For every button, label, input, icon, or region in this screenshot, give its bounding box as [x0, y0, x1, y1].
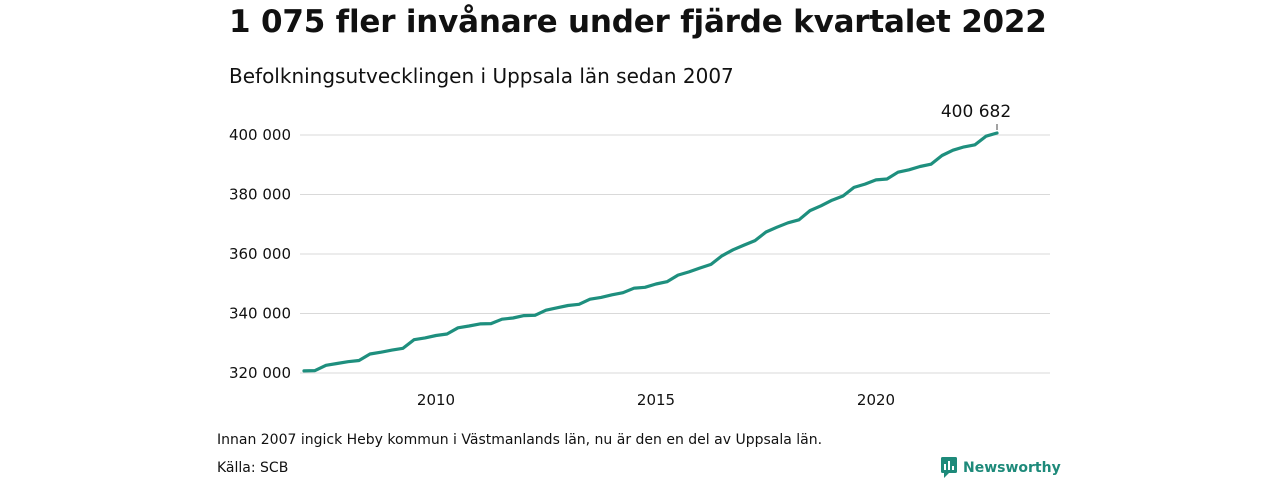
- chart-subtitle: Befolkningsutvecklingen i Uppsala län se…: [229, 64, 734, 88]
- x-tick-label: 2010: [417, 391, 455, 409]
- source-note: Källa: SCB: [217, 460, 289, 476]
- chart-title: 1 075 fler invånare under fjärde kvartal…: [229, 4, 1047, 40]
- newsworthy-logo: Newsworthy: [941, 457, 1061, 478]
- y-tick-label: 340 000: [229, 305, 291, 323]
- footnote: Innan 2007 ingick Heby kommun i Västmanl…: [217, 432, 823, 448]
- x-tick-label: 2020: [857, 391, 895, 409]
- y-tick-label: 380 000: [229, 186, 291, 204]
- newsworthy-logo-text: Newsworthy: [963, 459, 1061, 476]
- series-line: [302, 131, 999, 373]
- y-tick-label: 320 000: [229, 364, 291, 382]
- newsworthy-logo-icon: [941, 457, 957, 478]
- y-tick-label: 360 000: [229, 245, 291, 263]
- line-chart: 320 000 340 000 360 000 380 000 400 000 2010 2…: [229, 102, 1050, 409]
- y-tick-label: 400 000: [229, 126, 291, 144]
- end-value-label: 400 682: [941, 102, 1011, 122]
- x-tick-label: 2015: [637, 391, 675, 409]
